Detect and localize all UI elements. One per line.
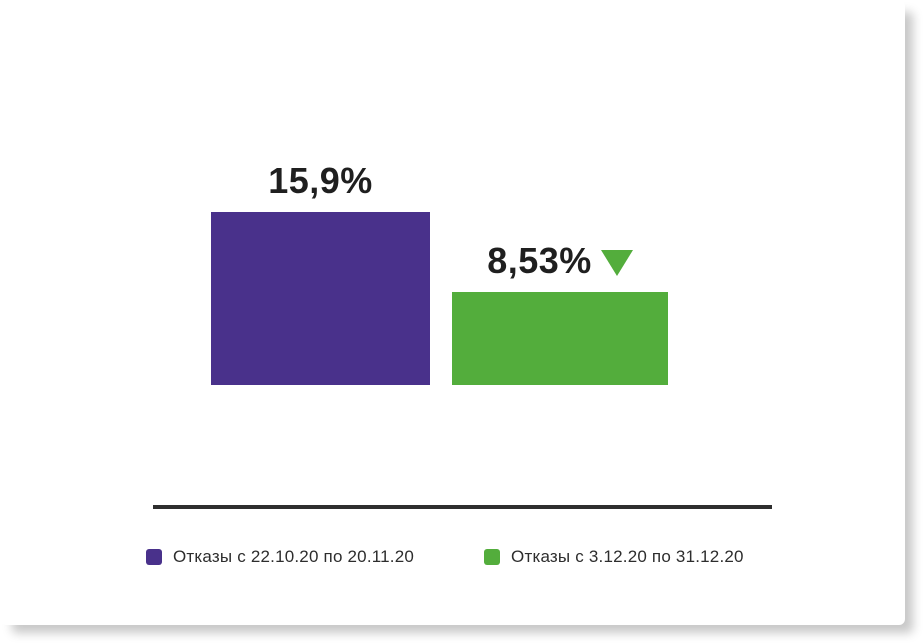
bar-period1 bbox=[211, 212, 430, 385]
legend-swatch-period2 bbox=[484, 549, 501, 565]
bar-chart: 15,9% 8,53% bbox=[211, 160, 668, 385]
legend-swatch-period1 bbox=[146, 549, 162, 565]
chart-legend: Отказы с 22.10.20 по 20.11.20 Отказы с 3… bbox=[146, 547, 744, 567]
value-row-period2: 8,53% bbox=[487, 240, 633, 282]
legend-label-period2: Отказы с 3.12.20 по 31.12.20 bbox=[511, 547, 744, 566]
legend-item-period1: Отказы с 22.10.20 по 20.11.20 bbox=[146, 547, 414, 567]
bar-group-period1: 15,9% bbox=[211, 160, 430, 385]
triangle-down-icon bbox=[600, 249, 633, 276]
x-axis-line bbox=[153, 505, 772, 509]
chart-card: 15,9% 8,53% Отказы с 22.10.20 по 20.11.2… bbox=[146, 160, 772, 567]
bar-period2 bbox=[452, 292, 668, 385]
legend-label-period1: Отказы с 22.10.20 по 20.11.20 bbox=[173, 547, 415, 566]
legend-item-period2: Отказы с 3.12.20 по 31.12.20 bbox=[484, 547, 744, 567]
value-label-period2: 8,53% bbox=[487, 240, 592, 281]
value-row-period1: 15,9% bbox=[268, 160, 373, 202]
value-label-period1: 15,9% bbox=[268, 160, 373, 201]
bar-group-period2: 8,53% bbox=[452, 240, 668, 385]
